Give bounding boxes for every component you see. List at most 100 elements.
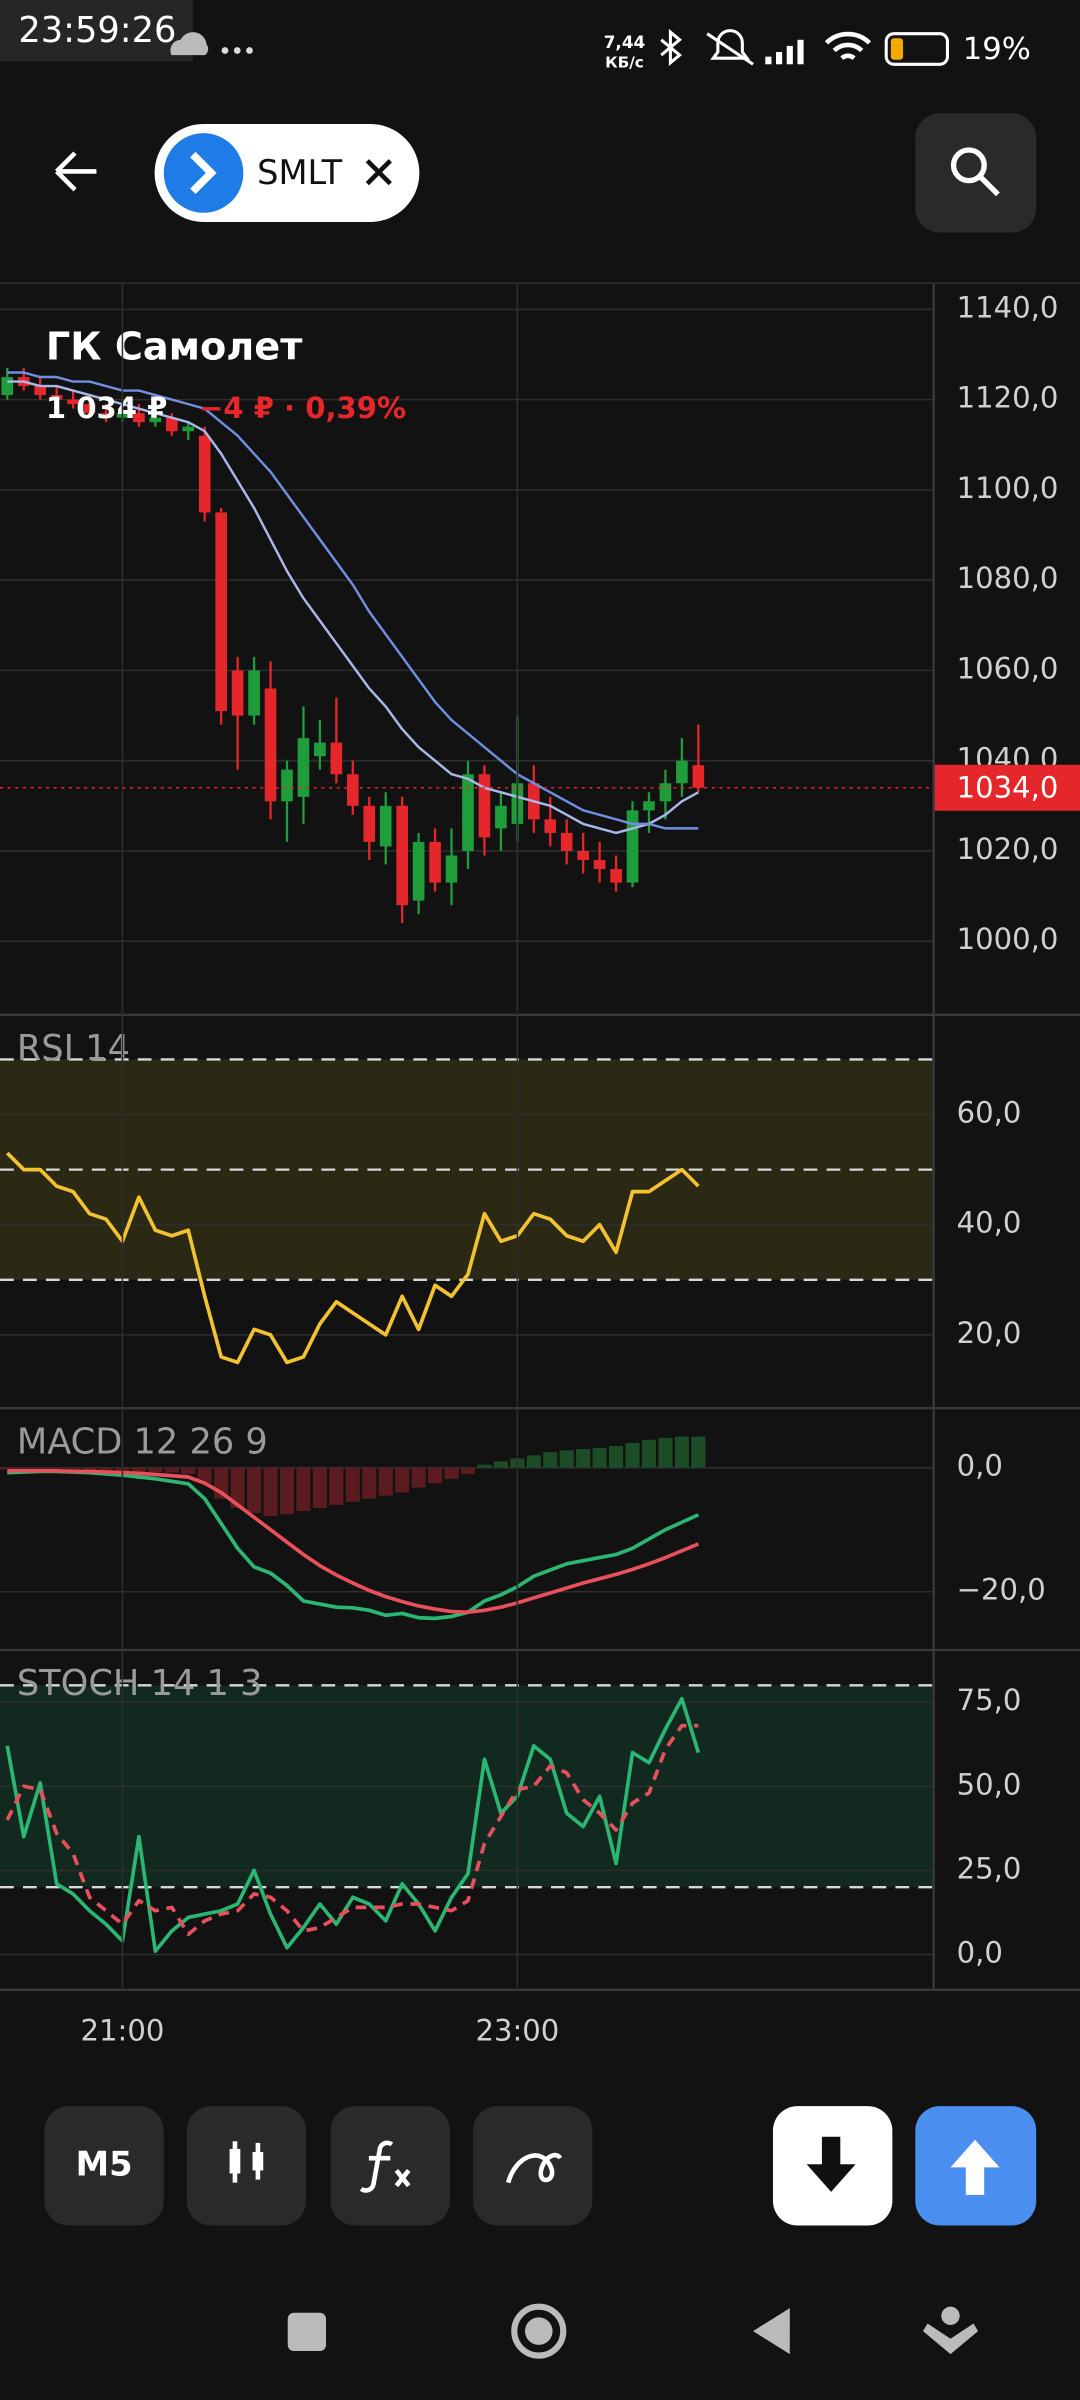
draw-icon — [505, 2152, 563, 2184]
candle-body — [231, 670, 244, 716]
interval-label: M5 — [76, 2144, 133, 2183]
ticker: SMLT — [257, 153, 343, 192]
wifi-icon — [824, 31, 871, 61]
battery-level — [890, 38, 904, 60]
candles-icon — [229, 2141, 264, 2183]
histogram-bar — [658, 1437, 673, 1468]
x-tick-label: 21:00 — [81, 2014, 165, 2048]
y-tick-label: 1140,0 — [957, 290, 1059, 324]
candle-body — [215, 512, 227, 712]
draw-button[interactable] — [472, 2106, 593, 2226]
candle-body — [165, 417, 178, 432]
histogram-bar — [592, 1447, 607, 1468]
histogram-bar — [279, 1467, 295, 1515]
candle-body — [495, 805, 507, 829]
x-tick-label: 23:00 — [475, 2014, 559, 2048]
y-tick-label: 1120,0 — [957, 381, 1059, 415]
plots: 1000,01020,01040,01060,01080,01100,01120… — [0, 282, 1080, 2048]
candle-body — [412, 841, 425, 901]
histogram-bar — [16, 1467, 31, 1471]
candle-body — [182, 426, 195, 432]
histogram-bar — [477, 1464, 492, 1468]
histogram-bar — [33, 1467, 48, 1471]
back-button[interactable] — [55, 151, 97, 192]
histogram-bar — [411, 1467, 426, 1488]
candle-body — [67, 399, 79, 405]
cloud-icon — [170, 32, 209, 56]
search-button[interactable] — [915, 113, 1037, 233]
candle-body — [248, 670, 260, 716]
histogram-bar — [131, 1467, 146, 1473]
y-tick-label: 20,0 — [957, 1316, 1022, 1350]
histogram-bar — [247, 1467, 262, 1513]
histogram-bar — [674, 1436, 689, 1468]
histogram-bar — [460, 1467, 476, 1474]
y-tick-label: 0,0 — [957, 1449, 1003, 1483]
indicators-button[interactable] — [330, 2106, 451, 2226]
histogram-bar — [312, 1467, 327, 1508]
histogram-bar — [493, 1461, 508, 1468]
histogram-bar — [526, 1455, 541, 1468]
histogram-bar — [148, 1467, 163, 1473]
candle-body — [478, 774, 491, 838]
y-tick-label: 60,0 — [957, 1096, 1022, 1130]
candle-body — [676, 760, 688, 784]
battery-percent: 19% — [963, 32, 1031, 67]
bluetooth-icon — [660, 28, 682, 67]
instrument-price: 1 034 ₽ — [46, 391, 167, 425]
histogram-bar — [82, 1467, 97, 1472]
ticker-logo — [163, 133, 244, 213]
fx-icon — [359, 2140, 411, 2193]
signal-icon — [765, 39, 804, 65]
histogram-bar — [98, 1467, 114, 1472]
histogram-bar — [691, 1436, 706, 1468]
histogram-bar — [641, 1439, 657, 1468]
clock: 23:59:26 — [18, 10, 176, 51]
histogram-bar — [444, 1467, 459, 1479]
ticker-logo-mark — [190, 151, 217, 195]
last-price-label: 1034,0 — [957, 770, 1059, 804]
candle-body — [544, 819, 557, 833]
battery-icon — [884, 32, 949, 66]
candle-body — [379, 805, 392, 847]
histogram-bar — [609, 1445, 624, 1468]
histogram-bar — [395, 1467, 410, 1493]
candle-body — [643, 801, 655, 811]
candle-body — [264, 688, 277, 802]
nav-home[interactable] — [511, 2303, 567, 2359]
candle-body — [445, 855, 458, 883]
interval-button[interactable] — [44, 2106, 164, 2226]
chip-close[interactable] — [365, 159, 392, 186]
candle-body — [34, 386, 46, 396]
histogram-bar — [66, 1467, 81, 1471]
candle-body — [133, 413, 145, 423]
y-tick-label: 40,0 — [957, 1206, 1022, 1240]
y-tick-label: 1080,0 — [957, 561, 1059, 595]
histogram-bar — [263, 1467, 278, 1517]
candle-body — [346, 774, 359, 806]
y-tick-label: 0,0 — [957, 1935, 1003, 1969]
candle-body — [330, 742, 343, 775]
candle-body — [297, 738, 310, 797]
candle-body — [314, 742, 326, 757]
candle-body — [198, 435, 211, 513]
histogram-bar — [296, 1467, 311, 1512]
histogram-bar — [0, 1467, 15, 1470]
candle-body — [577, 850, 589, 860]
candle-body — [462, 774, 474, 851]
histogram-bar — [428, 1467, 443, 1484]
more-icon — [221, 47, 253, 54]
net-speed: 7,44 — [604, 32, 646, 52]
nav-recent[interactable] — [287, 2312, 327, 2352]
candle-body — [429, 841, 441, 883]
candle-body — [396, 805, 408, 906]
nav-back[interactable] — [753, 2308, 790, 2355]
panel-title: STOCH 14 1 3 — [17, 1663, 263, 1704]
series-line — [5, 1723, 699, 1937]
chart-type-button[interactable] — [186, 2106, 307, 2226]
y-tick-label: 75,0 — [957, 1683, 1022, 1717]
candle-body — [50, 395, 63, 400]
candle-body — [692, 765, 705, 788]
candle-body — [281, 769, 293, 802]
